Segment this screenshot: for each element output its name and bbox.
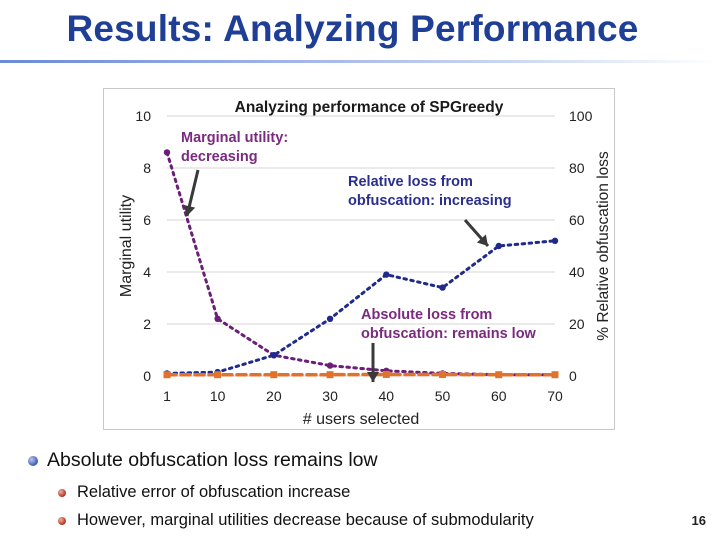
relative-loss-point (383, 271, 390, 278)
bullet-item: Absolute obfuscation loss remains low (28, 449, 378, 472)
absolute-loss-point (551, 371, 559, 379)
sub-bullet-icon (58, 488, 66, 497)
y-left-tick-label: 4 (143, 264, 151, 280)
x-tick-label: 1 (163, 388, 171, 404)
marginal-utility-point (214, 315, 221, 322)
sub-bullet-item: However, marginal utilities decrease bec… (58, 511, 534, 530)
sub-bullet-text: Relative error of obfuscation increase (77, 483, 351, 501)
sub-bullet-icon (58, 516, 66, 525)
absolute-loss-point (163, 371, 171, 379)
y-left-tick-label: 2 (143, 316, 151, 332)
x-tick-label: 10 (210, 388, 226, 404)
annotation-text: decreasing (181, 149, 258, 165)
annotation-text: Marginal utility: (181, 130, 288, 146)
sub-bullet-text: However, marginal utilities decrease bec… (77, 511, 534, 529)
y-left-tick-label: 0 (143, 368, 151, 384)
x-tick-label: 70 (547, 388, 563, 404)
absolute-loss-point (214, 371, 222, 379)
annotation-text: Relative loss from (348, 174, 473, 190)
y-right-tick-label: 60 (569, 212, 585, 228)
relative-loss-point (439, 284, 446, 291)
marginal-utility-point (163, 149, 171, 156)
y-right-tick-label: 80 (569, 160, 585, 176)
x-tick-label: 60 (491, 388, 507, 404)
relative-loss-point (495, 242, 502, 250)
annotation-text: obfuscation: remains low (361, 326, 537, 342)
bullet-text: Absolute obfuscation loss remains low (47, 449, 378, 471)
slide-title: Results: Analyzing Performance (66, 8, 639, 49)
absolute-loss-point (270, 371, 278, 379)
x-tick-label: 20 (266, 388, 282, 404)
chart-container: Analyzing performance of SPGreedy 0 2 4 6 8 10… (103, 88, 615, 430)
relative-loss-point (270, 352, 278, 359)
relative-loss-line (165, 239, 557, 375)
absolute-loss-point (382, 370, 390, 378)
y-right-tick-label: 0 (569, 368, 577, 384)
annotation-arrowhead (183, 204, 196, 216)
y-right-axis-label: % Relative obfuscation loss (595, 151, 612, 341)
annotation-arrowhead (476, 234, 488, 246)
y-right-tick-label: 20 (569, 316, 585, 332)
x-tick-label: 30 (322, 388, 338, 404)
annotation-text: obfuscation: increasing (348, 193, 512, 209)
annotation-text: Absolute loss from (361, 307, 492, 323)
y-left-tick-label: 6 (143, 212, 151, 228)
y-left-tick-label: 10 (135, 108, 151, 124)
relative-loss-point (551, 237, 559, 244)
y-right-tick-label: 40 (569, 264, 585, 280)
title-underline (0, 60, 720, 63)
page-number: 16 (691, 513, 706, 528)
marginal-utility-point (326, 362, 334, 369)
bullet-icon (28, 455, 38, 466)
absolute-loss-point (439, 370, 447, 378)
absolute-loss-point (326, 371, 334, 379)
chart-title: Analyzing performance of SPGreedy (235, 99, 504, 116)
y-left-tick-label: 8 (143, 160, 151, 176)
x-axis-label: # users selected (303, 411, 420, 428)
x-tick-label: 40 (379, 388, 395, 404)
relative-loss-point (326, 315, 334, 322)
performance-chart: Analyzing performance of SPGreedy0246810… (103, 88, 615, 430)
sub-bullet-item: Relative error of obfuscation increase (58, 483, 350, 502)
x-tick-label: 50 (435, 388, 451, 404)
y-right-tick-label: 100 (569, 108, 593, 124)
annotation-arrowhead (367, 372, 379, 382)
y-left-axis-label: Marginal utility (118, 195, 135, 297)
absolute-loss-point (495, 371, 503, 379)
